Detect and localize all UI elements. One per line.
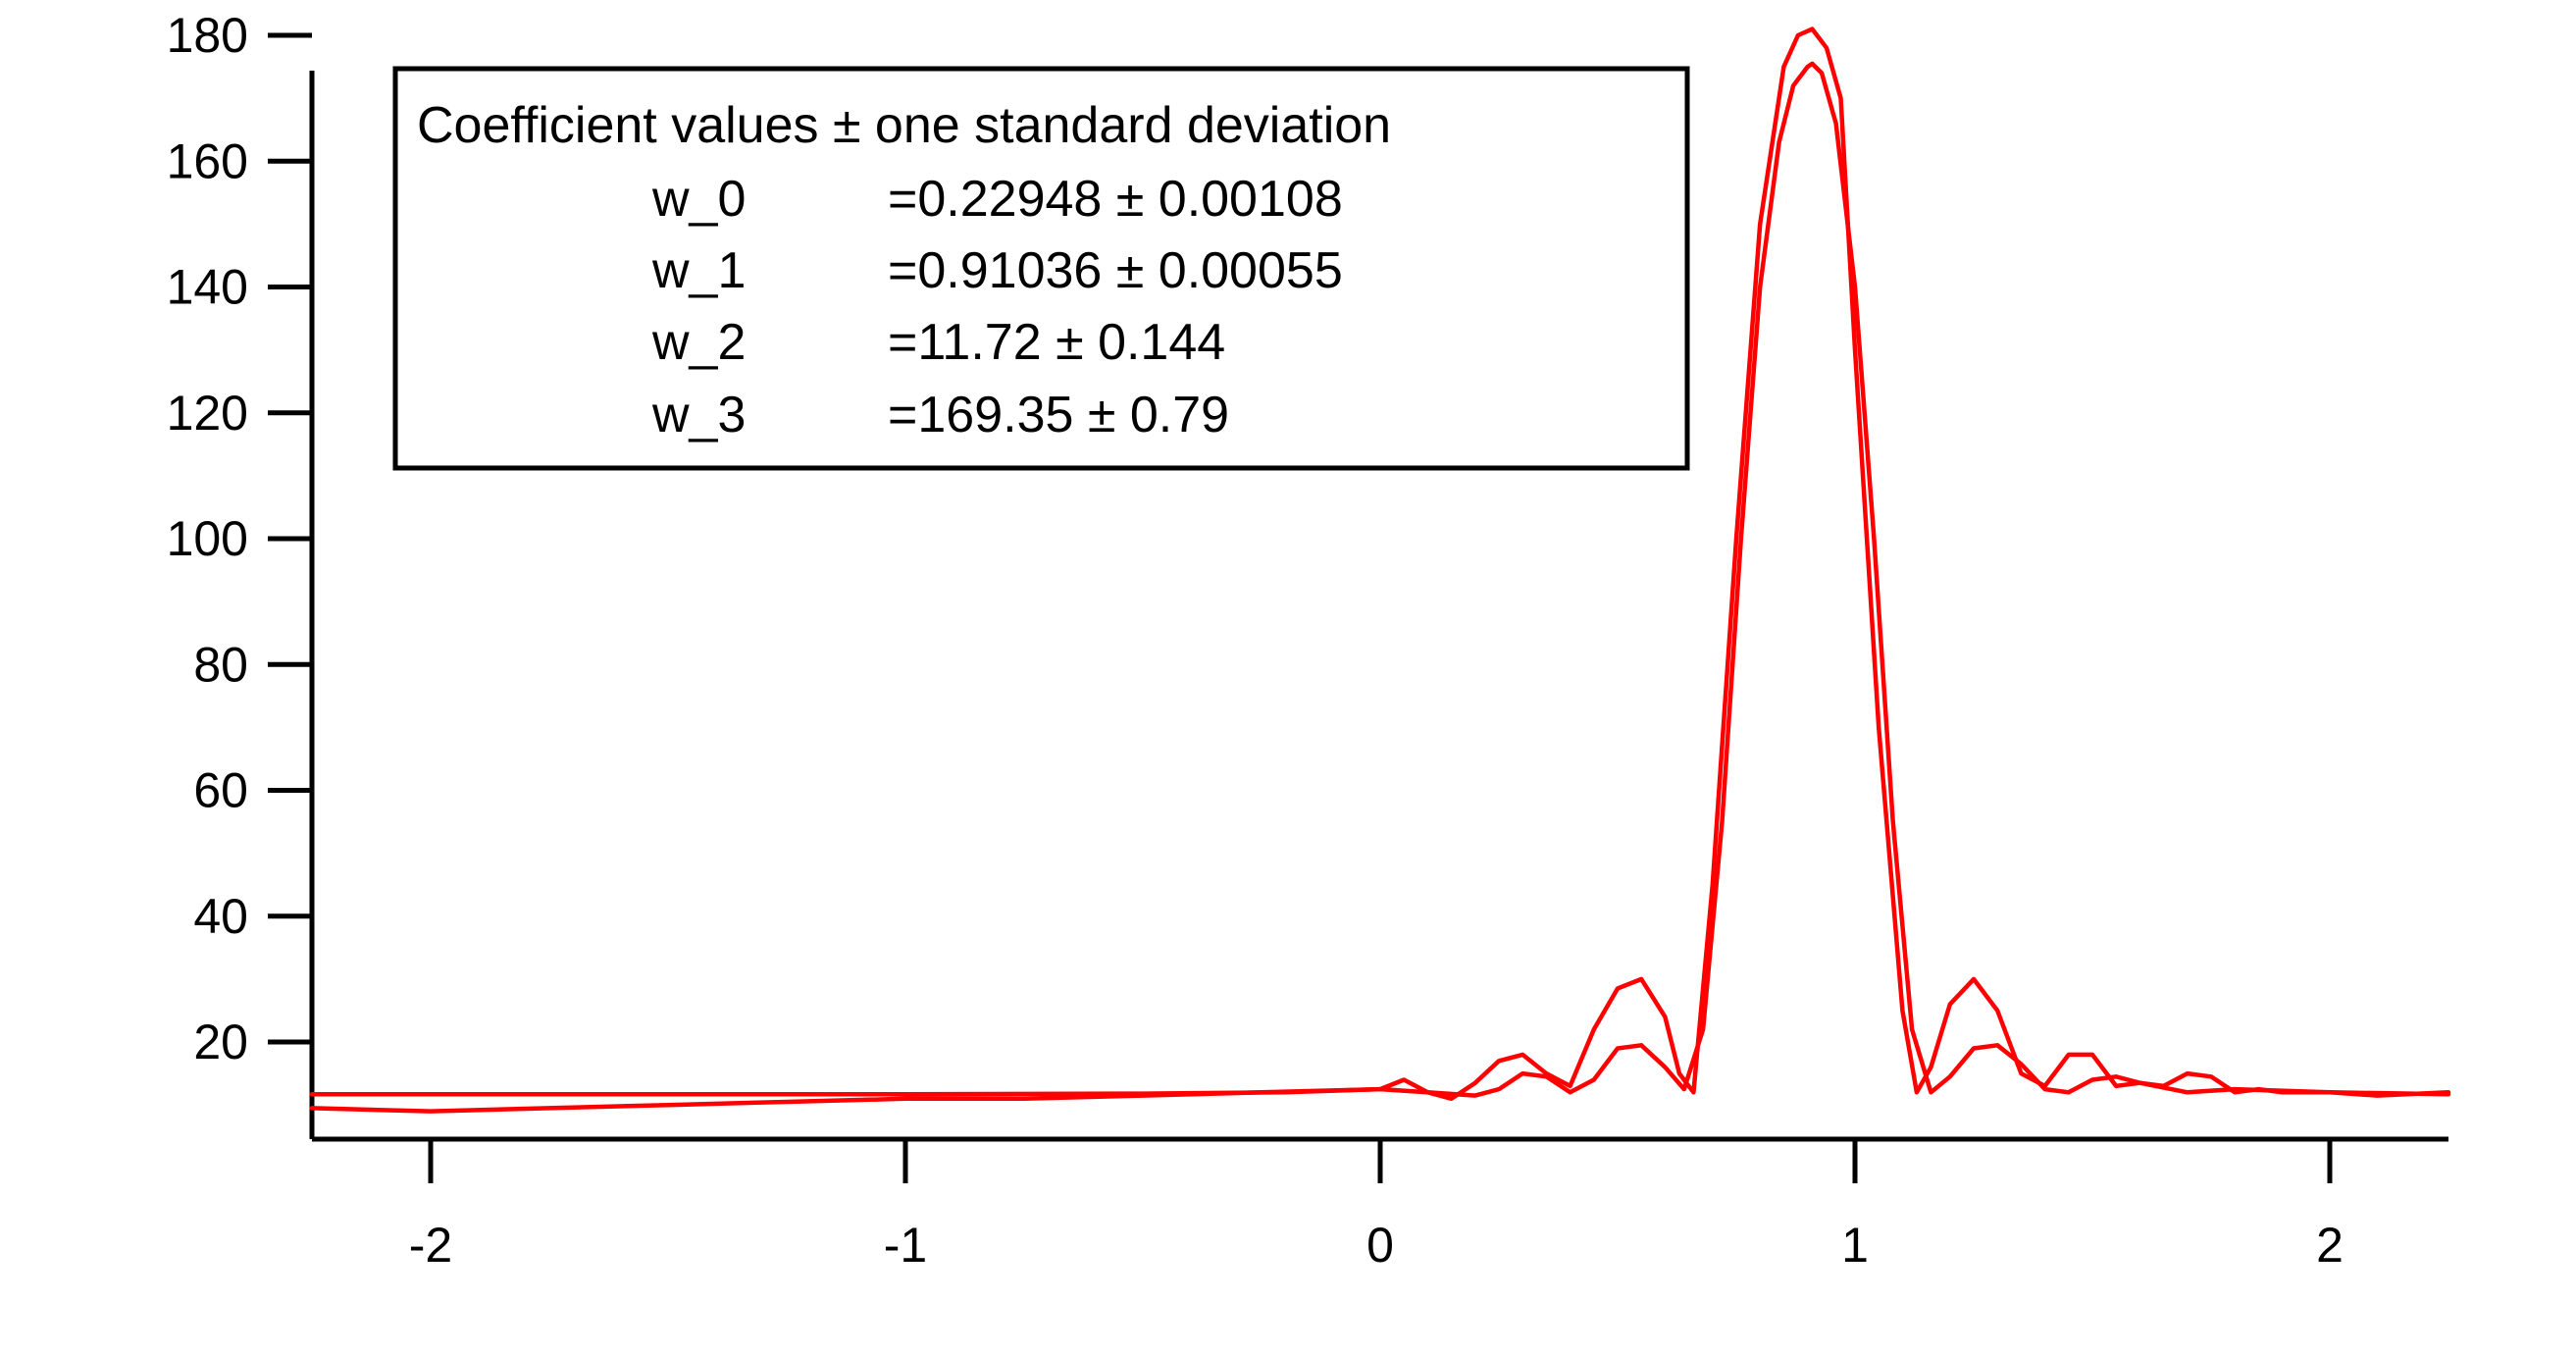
y-tick-label: 120 (167, 386, 248, 441)
legend-title: Coefficient values ± one standard deviat… (417, 97, 1391, 154)
legend-frame (392, 66, 1690, 471)
legend-row-name: w_3 (651, 387, 746, 443)
y-tick-label: 180 (167, 8, 248, 63)
legend-row-value: =0.22948 ± 0.00108 (888, 171, 1343, 228)
coefficient-legend-box: Coefficient values ± one standard deviat… (392, 66, 1690, 471)
x-tick-label: -1 (884, 1218, 927, 1273)
legend-row-name: w_1 (651, 242, 746, 299)
legend-row-name: w_0 (651, 171, 746, 228)
y-tick-label: 140 (167, 260, 248, 315)
legend-row-value: =169.35 ± 0.79 (888, 387, 1229, 443)
y-tick-label: 60 (193, 763, 248, 818)
x-tick-label: 1 (1841, 1218, 1869, 1273)
legend-row-name: w_2 (651, 314, 746, 371)
axes: 20 40 60 80 100 120 140 160 180 -2 -1 0 1 2 (167, 8, 2448, 1273)
x-tick-label: 0 (1366, 1218, 1394, 1273)
y-tick-label: 80 (193, 637, 248, 692)
y-tick-label: 20 (193, 1015, 248, 1069)
series-layer (309, 26, 2451, 1114)
legend-row-value: =0.91036 ± 0.00055 (888, 242, 1343, 299)
x-tick-label: -2 (409, 1218, 452, 1273)
x-tick-label: 2 (2316, 1218, 2344, 1273)
y-tick-label: 160 (167, 133, 248, 188)
y-tick-label: 100 (167, 511, 248, 566)
legend-row-value: =11.72 ± 0.144 (888, 314, 1225, 371)
series-line-2 (309, 61, 2451, 1098)
y-tick-label: 40 (193, 889, 248, 944)
